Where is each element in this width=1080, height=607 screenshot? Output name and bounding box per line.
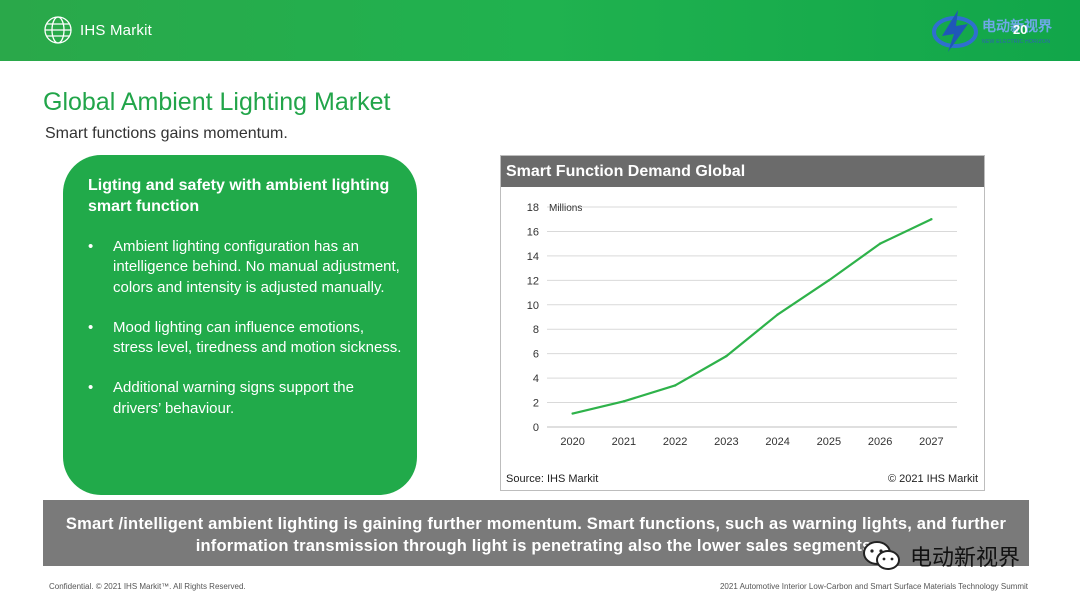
footer-event: 2021 Automotive Interior Low-Carbon and … xyxy=(719,582,1028,591)
data-point xyxy=(930,218,933,221)
ihs-globe-icon xyxy=(44,16,72,44)
brand-subtitle: NEW ELECTRIC HORIZON xyxy=(982,39,1051,45)
chart-source: Source: IHS Markit xyxy=(506,473,599,485)
bullet-item: Additional warning signs support the dri… xyxy=(88,378,403,419)
y-tick-label: 18 xyxy=(527,202,539,214)
line-chart: 0 2 4 6 8 10 12 14 16 18 Millions 2020 2021 2022 2023 2… xyxy=(527,202,957,448)
x-tick-label: 2027 xyxy=(919,436,943,448)
watermark: 电动新视界 xyxy=(862,540,1020,572)
y-tick-label: 4 xyxy=(533,373,539,385)
bullet-item: Ambient lighting configuration has an in… xyxy=(88,237,403,298)
y-tick-label: 8 xyxy=(533,324,539,336)
x-tick-label: 2022 xyxy=(663,436,687,448)
slide-subtitle: Smart functions gains momentum. xyxy=(45,125,288,142)
x-tick-label: 2023 xyxy=(714,436,738,448)
brand-name: 电动新视界 xyxy=(982,18,1052,34)
y-tick-label: 6 xyxy=(533,349,539,361)
x-tick-label: 2026 xyxy=(868,436,892,448)
data-point xyxy=(776,313,779,316)
feature-bullet-list: Ambient lighting configuration has an in… xyxy=(88,237,403,439)
y-tick-label: 0 xyxy=(533,422,539,434)
ihs-markit-logo: IHS Markit xyxy=(42,14,152,46)
data-point xyxy=(878,242,882,245)
y-tick-label: 10 xyxy=(527,300,539,312)
data-point xyxy=(673,384,677,387)
x-tick-label: 2020 xyxy=(560,436,584,448)
wechat-icon xyxy=(863,541,900,570)
y-tick-label: 16 xyxy=(527,226,539,238)
y-tick-label: 14 xyxy=(527,251,539,263)
data-point xyxy=(622,400,626,403)
watermark-text: 电动新视界 xyxy=(910,545,1021,570)
data-point xyxy=(571,412,574,415)
brand-swoosh-icon xyxy=(932,10,978,52)
y-axis-unit-label: Millions xyxy=(549,203,582,214)
data-point xyxy=(827,279,831,282)
chart-copyright: © 2021 IHS Markit xyxy=(887,473,978,485)
chart-panel: Smart Function Demand Global 0 2 4 6 8 10 12 14… xyxy=(500,155,985,491)
summary-text: Smart /intelligent ambient lighting is g… xyxy=(65,515,1007,555)
feature-box-title: Ligting and safety with ambient lighting… xyxy=(88,177,390,215)
series-line xyxy=(572,218,932,415)
header-bar: IHS Markit 电动新视界 NEW ELECTRIC HORIZON 20 xyxy=(0,0,1080,61)
logo-text: IHS Markit xyxy=(80,21,153,39)
chart-title: Smart Function Demand Global xyxy=(501,156,984,187)
footer-confidential: Confidential. © 2021 IHS Markit™. All Ri… xyxy=(49,582,246,591)
x-tick-label: 2024 xyxy=(765,436,789,448)
y-tick-label: 12 xyxy=(527,275,539,287)
y-tick-label: 2 xyxy=(533,398,539,410)
bullet-item: Mood lighting can influence emotions, st… xyxy=(88,318,403,359)
x-tick-label: 2025 xyxy=(817,436,841,448)
x-tick-label: 2021 xyxy=(612,436,636,448)
page-number: 20 xyxy=(1013,22,1028,37)
feature-box: Ligting and safety with ambient lighting… xyxy=(63,155,417,495)
slide-title: Global Ambient Lighting Market xyxy=(43,88,391,116)
data-point xyxy=(725,354,728,358)
